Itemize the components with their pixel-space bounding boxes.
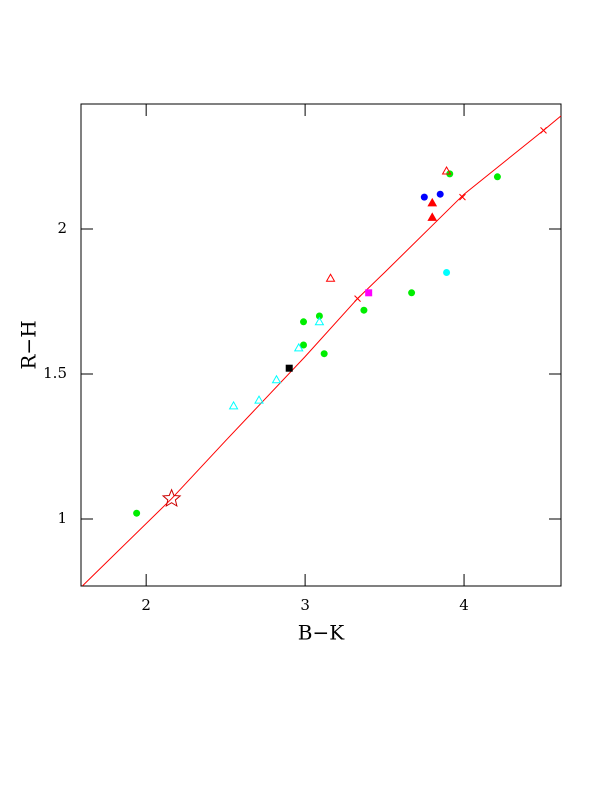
y-tick-label: 1.5 [43, 364, 67, 382]
x-tick-label: 2 [141, 596, 151, 614]
y-tick-label: 1 [57, 509, 67, 527]
x-tick-label: 4 [459, 596, 469, 614]
point [133, 509, 141, 517]
point [540, 127, 547, 134]
point [315, 312, 323, 320]
point [436, 190, 444, 198]
point [271, 374, 282, 384]
point [459, 193, 466, 201]
point [360, 306, 368, 314]
point [325, 273, 336, 282]
x-axis-label: B−K [298, 621, 345, 645]
point [314, 316, 325, 326]
point [408, 289, 416, 297]
point [443, 268, 451, 276]
point [161, 488, 182, 508]
point [441, 165, 452, 175]
point [254, 395, 264, 404]
point [354, 295, 361, 302]
point [365, 289, 373, 297]
point [427, 212, 438, 221]
point [293, 342, 304, 352]
point [285, 364, 293, 372]
point [300, 318, 308, 326]
x-tick-label: 3 [300, 596, 310, 614]
point [300, 341, 308, 349]
point [320, 350, 328, 358]
point [427, 197, 438, 207]
point [493, 173, 501, 181]
point [420, 193, 428, 201]
point [228, 400, 239, 410]
fit-line [82, 115, 562, 587]
y-axis-label: R−H [17, 320, 41, 369]
plot-frame [80, 103, 562, 587]
y-tick-label: 2 [57, 219, 67, 237]
